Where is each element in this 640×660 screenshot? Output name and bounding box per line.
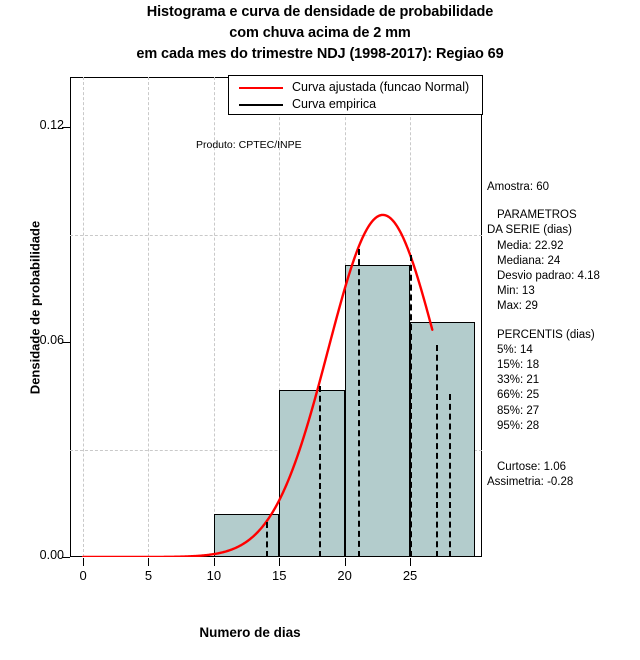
y-axis-tick [62,342,70,344]
percentile-line [436,344,439,557]
chart-title-line-2: com chuva acima de 2 mm [229,25,411,41]
histogram-bar [344,265,411,557]
percentile-line [449,393,452,557]
x-axis-tick [213,558,215,566]
stat-curtose: Curtose: 1.06 [497,461,567,474]
x-axis-tick [344,558,346,566]
fitted-normal-curve [81,213,434,557]
legend-swatch-fitted-icon [239,86,283,89]
chart-legend: Curva ajustada (funcao Normal) Curva emp… [228,75,483,115]
chart-title-line-3: em cada mes do trimestre NDJ (1998-2017)… [136,46,504,62]
x-axis-tick-label: 10 [206,568,222,583]
percentile-line [266,521,269,557]
stat-media: Media: 22.92 [497,239,564,252]
percentile-line [318,385,321,557]
legend-item-fitted: Curva ajustada (funcao Normal) [229,79,482,96]
x-axis-tick [83,558,85,566]
x-axis-tick-label: 15 [272,568,287,583]
stat-sample-size: Amostra: 60 [487,181,549,193]
stat-percentis-heading: PERCENTIS (dias) [497,328,595,341]
x-axis-tick-label: 20 [337,568,352,583]
gridline-vertical [279,77,281,557]
stat-desvio-padrao: Desvio padrao: 4.18 [497,270,600,283]
x-axis-tick [410,558,412,566]
legend-item-empirical: Curva empirica [229,96,482,113]
spacer [487,447,640,460]
stat-params-heading-1: PARAMETROS [497,209,577,222]
chart-title-line-1: Histograma e curva de densidade de proba… [146,4,494,20]
stat-min: Min: 13 [497,285,535,298]
plot-area: 5%15%33%66%85%95% [70,77,482,557]
stat-params-heading-2: DA SERIE (dias) [487,224,572,237]
gridline-horizontal [70,449,482,451]
produto-annotation: Produto: CPTEC/INPE [196,139,302,151]
y-axis-tick-label: 0.06 [39,333,64,348]
y-axis-tick-label: 0.12 [39,118,64,133]
gridline-vertical [83,77,85,557]
gridline-vertical [213,77,215,557]
x-axis-tick-label: 25 [402,568,418,583]
gridline-vertical [148,77,150,557]
percentile-line [357,249,360,557]
y-axis-tick [62,127,70,129]
stat-percentile-66: 66%: 25 [497,389,540,402]
histogram-bar [213,514,280,557]
stat-assimetria: Assimetria: -0.28 [487,476,574,489]
stat-percentile-15: 15%: 18 [497,359,540,372]
spacer [487,315,640,328]
stat-max: Max: 29 [497,300,538,313]
x-axis-title: Numero de dias [199,625,301,640]
x-axis-tick-label: 5 [144,568,153,583]
stat-percentile-85: 85%: 27 [497,404,540,417]
y-axis-tick [62,557,70,558]
y-axis-tick-label: 0.00 [39,548,64,562]
stat-percentile-95: 95%: 28 [497,419,540,432]
statistics-panel: Amostra: 60 PARAMETROS DA SERIE (dias) M… [487,180,640,490]
legend-label-empirical: Curva empirica [292,97,377,111]
gridline-horizontal [70,234,482,236]
legend-label-fitted: Curva ajustada (funcao Normal) [292,80,470,94]
stat-mediana: Mediana: 24 [497,254,561,267]
legend-swatch-empirical-icon [239,103,283,106]
stat-percentile-33: 33%: 21 [497,374,540,387]
percentile-line [410,254,413,557]
x-axis-tick [148,558,150,566]
spacer [487,434,640,447]
y-axis-title: Densidade de probabilidade [27,220,43,395]
x-axis-tick [279,558,281,566]
spacer [487,195,640,208]
x-axis-tick-label: 0 [79,568,87,583]
stat-percentile-5: 5%: 14 [497,343,533,356]
